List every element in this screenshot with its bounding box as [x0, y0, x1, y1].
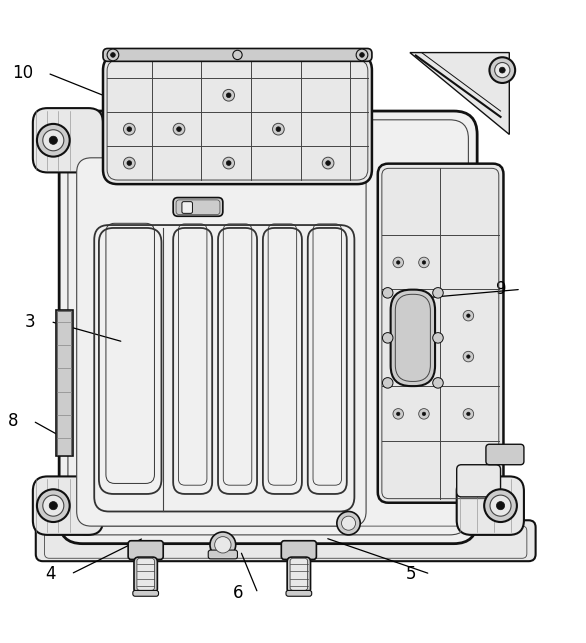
- Text: 8: 8: [8, 412, 18, 430]
- Circle shape: [383, 332, 393, 343]
- Circle shape: [466, 355, 470, 358]
- Text: 3: 3: [25, 312, 36, 331]
- Circle shape: [272, 123, 284, 135]
- Circle shape: [43, 130, 64, 151]
- Circle shape: [326, 161, 331, 165]
- FancyBboxPatch shape: [286, 590, 312, 596]
- FancyBboxPatch shape: [281, 541, 316, 559]
- Circle shape: [49, 502, 57, 510]
- Circle shape: [418, 408, 429, 419]
- FancyBboxPatch shape: [33, 108, 103, 172]
- FancyBboxPatch shape: [128, 541, 163, 559]
- Circle shape: [432, 287, 443, 298]
- Circle shape: [124, 123, 135, 135]
- Circle shape: [499, 68, 505, 73]
- Circle shape: [393, 408, 404, 419]
- Circle shape: [176, 127, 181, 132]
- Circle shape: [226, 161, 231, 165]
- Circle shape: [383, 377, 393, 388]
- Circle shape: [127, 161, 132, 165]
- FancyBboxPatch shape: [287, 557, 311, 593]
- Circle shape: [49, 136, 57, 145]
- Text: 4: 4: [46, 565, 56, 583]
- FancyBboxPatch shape: [36, 520, 536, 561]
- FancyBboxPatch shape: [182, 202, 192, 213]
- Circle shape: [432, 377, 443, 388]
- FancyBboxPatch shape: [378, 164, 503, 503]
- Circle shape: [276, 127, 281, 132]
- Circle shape: [495, 62, 510, 78]
- Circle shape: [127, 127, 132, 132]
- Circle shape: [223, 158, 234, 169]
- Circle shape: [397, 260, 400, 264]
- Circle shape: [226, 93, 231, 98]
- Circle shape: [37, 489, 70, 522]
- Circle shape: [383, 287, 393, 298]
- Circle shape: [107, 49, 119, 60]
- Circle shape: [111, 53, 115, 57]
- Circle shape: [484, 489, 517, 522]
- FancyBboxPatch shape: [133, 590, 159, 596]
- Circle shape: [496, 502, 505, 510]
- Circle shape: [466, 314, 470, 318]
- Circle shape: [397, 412, 400, 415]
- FancyBboxPatch shape: [456, 476, 524, 535]
- FancyBboxPatch shape: [33, 476, 103, 535]
- FancyBboxPatch shape: [134, 557, 158, 593]
- Circle shape: [337, 511, 360, 535]
- Circle shape: [418, 257, 429, 267]
- Text: 5: 5: [406, 565, 416, 583]
- Circle shape: [233, 50, 242, 60]
- Circle shape: [356, 49, 368, 60]
- Circle shape: [124, 158, 135, 169]
- Text: 10: 10: [12, 64, 33, 82]
- Circle shape: [210, 532, 236, 557]
- FancyBboxPatch shape: [137, 558, 155, 590]
- FancyBboxPatch shape: [208, 550, 237, 559]
- Circle shape: [422, 412, 425, 415]
- Circle shape: [393, 257, 404, 267]
- FancyBboxPatch shape: [103, 48, 372, 61]
- FancyBboxPatch shape: [103, 55, 372, 184]
- Text: 9: 9: [496, 280, 506, 298]
- FancyBboxPatch shape: [77, 158, 366, 526]
- Circle shape: [214, 537, 231, 553]
- Polygon shape: [410, 53, 509, 134]
- Circle shape: [360, 53, 364, 57]
- FancyBboxPatch shape: [173, 197, 223, 216]
- Circle shape: [322, 158, 334, 169]
- FancyBboxPatch shape: [391, 289, 435, 386]
- Text: 6: 6: [233, 584, 243, 602]
- Bar: [56, 310, 73, 456]
- Circle shape: [466, 412, 470, 415]
- Circle shape: [463, 351, 473, 362]
- Circle shape: [463, 408, 473, 419]
- Circle shape: [173, 123, 185, 135]
- Circle shape: [43, 495, 64, 516]
- Circle shape: [432, 332, 443, 343]
- Circle shape: [489, 57, 515, 83]
- FancyBboxPatch shape: [456, 465, 500, 497]
- Circle shape: [342, 516, 356, 530]
- Circle shape: [463, 311, 473, 321]
- Circle shape: [223, 89, 234, 101]
- FancyBboxPatch shape: [59, 111, 477, 543]
- FancyBboxPatch shape: [486, 444, 524, 465]
- Circle shape: [422, 260, 425, 264]
- Circle shape: [490, 495, 511, 516]
- FancyBboxPatch shape: [290, 558, 308, 590]
- Circle shape: [37, 124, 70, 157]
- Bar: [57, 311, 71, 455]
